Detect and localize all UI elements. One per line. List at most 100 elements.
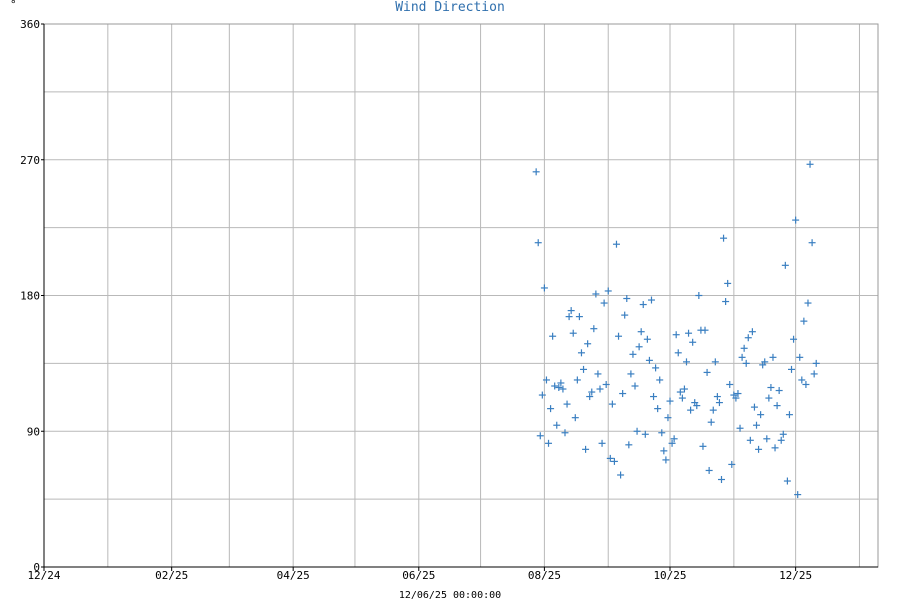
- data-point: [775, 387, 783, 395]
- data-point: [709, 406, 717, 414]
- data-point: [590, 325, 598, 333]
- data-point: [586, 393, 594, 401]
- y-axis-tick-labels: 0 90 180 270 360: [20, 18, 44, 574]
- x-tick-label: 12/24: [27, 569, 60, 582]
- data-point: [687, 406, 695, 414]
- data-point: [682, 358, 690, 366]
- data-point: [617, 471, 625, 479]
- data-points: [532, 160, 820, 499]
- data-point: [598, 439, 606, 447]
- data-point: [674, 349, 682, 357]
- data-point: [804, 299, 812, 307]
- data-point: [753, 421, 761, 429]
- y-tick-label: 90: [27, 425, 40, 438]
- data-point: [555, 384, 563, 392]
- data-point: [547, 405, 555, 413]
- data-point: [627, 370, 635, 378]
- data-point: [536, 432, 544, 440]
- x-tick-label: 08/25: [528, 569, 561, 582]
- chart-grid: [43, 23, 879, 568]
- data-point: [781, 261, 789, 269]
- data-point: [788, 365, 796, 373]
- y-tick-label: 360: [20, 18, 40, 31]
- data-point: [584, 340, 592, 348]
- x-tick-label: 12/25: [779, 569, 812, 582]
- data-point: [720, 234, 728, 242]
- data-point: [623, 295, 631, 303]
- data-point: [703, 368, 711, 376]
- x-tick-label: 10/25: [653, 569, 686, 582]
- x-tick-label: 04/25: [277, 569, 310, 582]
- data-point: [650, 393, 658, 401]
- data-point: [802, 380, 810, 388]
- data-point: [559, 385, 567, 393]
- data-point: [592, 290, 600, 298]
- data-point: [732, 394, 740, 402]
- data-point: [549, 332, 557, 340]
- data-point: [810, 370, 818, 378]
- data-point: [534, 239, 542, 247]
- data-point: [740, 344, 748, 352]
- data-point: [612, 240, 620, 248]
- data-point: [571, 414, 579, 422]
- x-axis-tick-labels: 12/24 02/25 04/25 06/25 08/25 10/25 12/25: [27, 567, 812, 582]
- data-point: [577, 349, 585, 357]
- y-tick-label: 180: [20, 290, 40, 303]
- data-point: [573, 376, 581, 384]
- data-point: [794, 491, 802, 499]
- data-point: [666, 397, 674, 405]
- data-point: [678, 394, 686, 402]
- data-point: [726, 380, 734, 388]
- data-point: [660, 447, 668, 455]
- data-point: [545, 439, 553, 447]
- data-point: [695, 292, 703, 299]
- data-point: [777, 436, 785, 444]
- data-point: [779, 430, 787, 438]
- data-point: [798, 376, 806, 384]
- data-point: [670, 435, 678, 443]
- data-point: [796, 353, 804, 361]
- data-point: [724, 279, 732, 287]
- x-tick-label: 06/25: [402, 569, 435, 582]
- data-point: [551, 382, 559, 390]
- y-tick-label: 0: [33, 561, 40, 574]
- data-point: [625, 441, 633, 449]
- data-point: [757, 411, 765, 419]
- data-point: [582, 445, 590, 453]
- x-tick-label: 02/25: [155, 569, 188, 582]
- data-point: [569, 329, 577, 337]
- data-point: [676, 388, 684, 396]
- data-point: [532, 168, 540, 176]
- data-point: [588, 388, 596, 396]
- data-point: [701, 326, 709, 334]
- data-point: [654, 405, 662, 413]
- data-point: [643, 335, 651, 343]
- data-point: [711, 358, 719, 366]
- data-point: [635, 343, 643, 351]
- data-point: [538, 391, 546, 399]
- y-axis-unit: °: [10, 0, 17, 11]
- data-point: [689, 338, 697, 346]
- data-point: [656, 376, 664, 384]
- data-point: [563, 400, 571, 408]
- data-point: [645, 356, 653, 364]
- data-point: [629, 350, 637, 358]
- data-point: [580, 365, 588, 373]
- data-point: [672, 331, 680, 339]
- data-point: [785, 411, 793, 419]
- data-point: [738, 353, 746, 361]
- data-point: [693, 402, 701, 410]
- data-point: [715, 399, 723, 407]
- data-point: [808, 239, 816, 247]
- data-point: [767, 384, 775, 392]
- data-point: [641, 430, 649, 438]
- data-point: [602, 380, 610, 388]
- data-point: [615, 332, 623, 340]
- data-point: [567, 307, 575, 315]
- chart-timestamp: 12/06/25 00:00:00: [399, 590, 501, 600]
- data-point: [748, 328, 756, 336]
- data-point: [755, 445, 763, 453]
- data-point: [744, 334, 752, 342]
- data-point: [742, 359, 750, 367]
